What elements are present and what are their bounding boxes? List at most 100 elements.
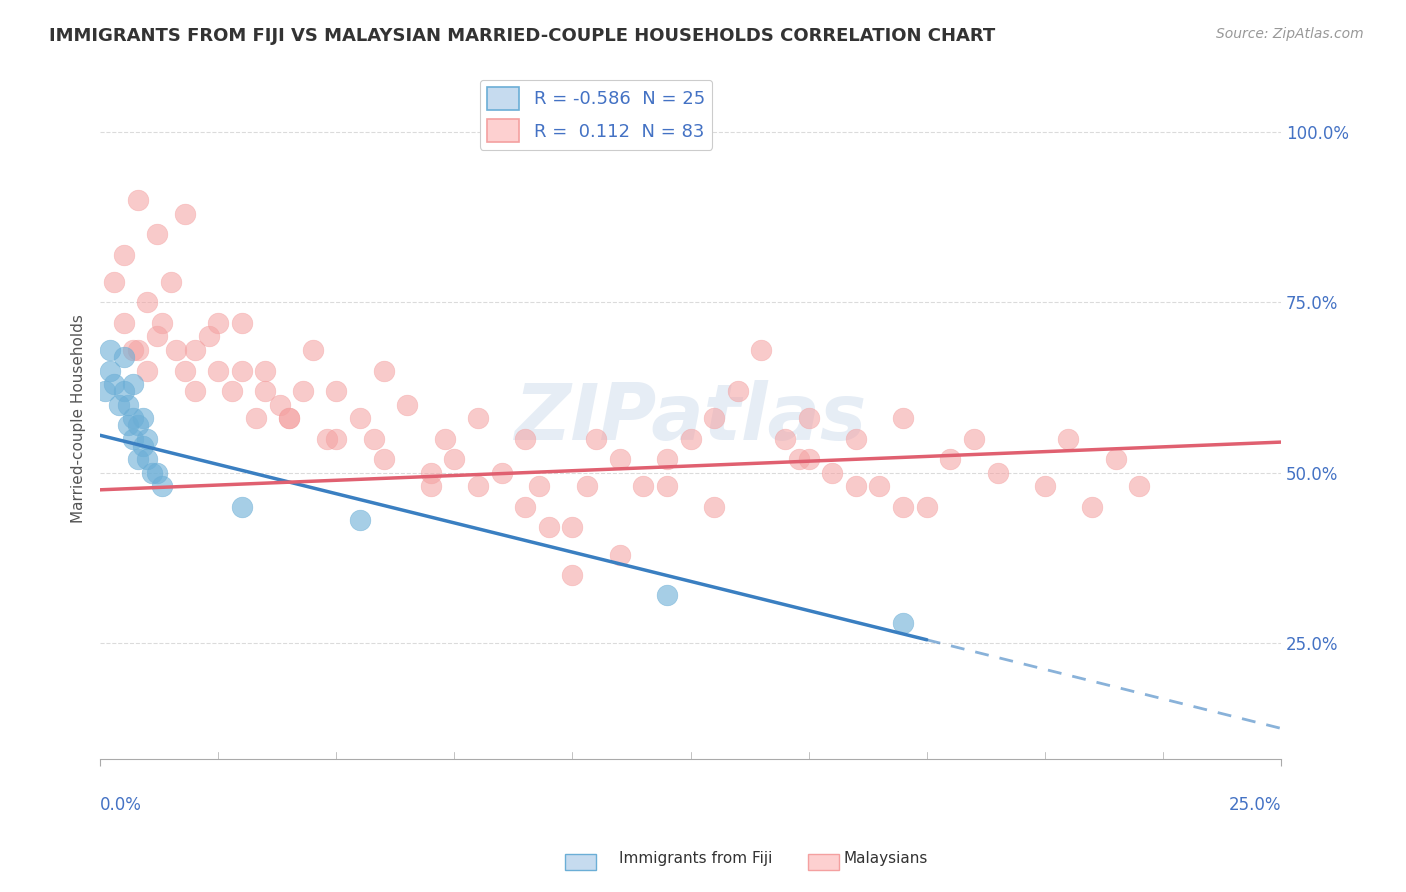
Point [529,479,551,493]
Point [131,438,153,452]
Point [207,316,229,330]
Point [537,520,560,534]
Point [891,500,914,514]
Point [467,411,489,425]
Point [108,398,131,412]
Point [122,343,145,357]
Point [174,207,197,221]
Point [1033,479,1056,493]
Point [491,466,513,480]
Point [703,411,725,425]
Point [231,500,253,514]
Point [419,479,441,493]
Point [183,384,205,398]
Point [915,500,938,514]
Point [1057,432,1080,446]
Point [585,432,607,446]
Point [1128,479,1150,493]
Point [141,466,163,480]
Point [112,247,135,261]
Point [419,466,441,480]
Point [987,466,1010,480]
Point [679,432,702,446]
Point [98,343,121,357]
Text: Source: ZipAtlas.com: Source: ZipAtlas.com [1216,27,1364,41]
Point [122,377,145,392]
Point [136,363,159,377]
Point [103,377,125,392]
Point [98,363,121,377]
Point [703,500,725,514]
Point [963,432,986,446]
Point [117,418,139,433]
Point [787,452,810,467]
Point [891,615,914,630]
Point [131,411,153,425]
Y-axis label: Married-couple Households: Married-couple Households [72,314,86,523]
Point [845,479,868,493]
Point [1081,500,1104,514]
Point [254,384,277,398]
Point [278,411,301,425]
Point [136,295,159,310]
Point [655,589,678,603]
Point [373,363,395,377]
Point [845,432,868,446]
Text: 25.0%: 25.0% [1229,797,1281,814]
Point [103,275,125,289]
Point [349,411,371,425]
Point [127,452,149,467]
Point [515,500,537,514]
Point [797,411,820,425]
Point [245,411,267,425]
Point [821,466,844,480]
Text: Malaysians: Malaysians [844,851,928,865]
Point [136,452,159,467]
Point [797,452,820,467]
Point [561,520,583,534]
Point [396,398,419,412]
Point [160,275,183,289]
Point [773,432,796,446]
Point [292,384,315,398]
Point [269,398,291,412]
Point [183,343,205,357]
Point [117,398,139,412]
Point [575,479,598,493]
Point [561,568,583,582]
Point [231,363,253,377]
Point [325,432,347,446]
Legend: R = -0.586  N = 25, R =  0.112  N = 83: R = -0.586 N = 25, R = 0.112 N = 83 [479,79,713,150]
Point [221,384,243,398]
Point [315,432,337,446]
Point [278,411,301,425]
Point [94,384,117,398]
Point [655,479,678,493]
Point [146,329,169,343]
Point [433,432,456,446]
Point [363,432,385,446]
Point [373,452,395,467]
Point [122,411,145,425]
Point [633,479,655,493]
Point [174,363,197,377]
Point [207,363,229,377]
Point [1104,452,1126,467]
Point [112,384,135,398]
Point [515,432,537,446]
Point [655,452,678,467]
Point [869,479,891,493]
Point [443,452,465,467]
Point [127,343,149,357]
Point [136,432,159,446]
Point [146,227,169,242]
Point [939,452,962,467]
Text: Immigrants from Fiji: Immigrants from Fiji [619,851,772,865]
Point [231,316,253,330]
Point [165,343,187,357]
Point [609,548,631,562]
Point [609,452,631,467]
Point [467,479,489,493]
Point [150,316,173,330]
Point [301,343,323,357]
